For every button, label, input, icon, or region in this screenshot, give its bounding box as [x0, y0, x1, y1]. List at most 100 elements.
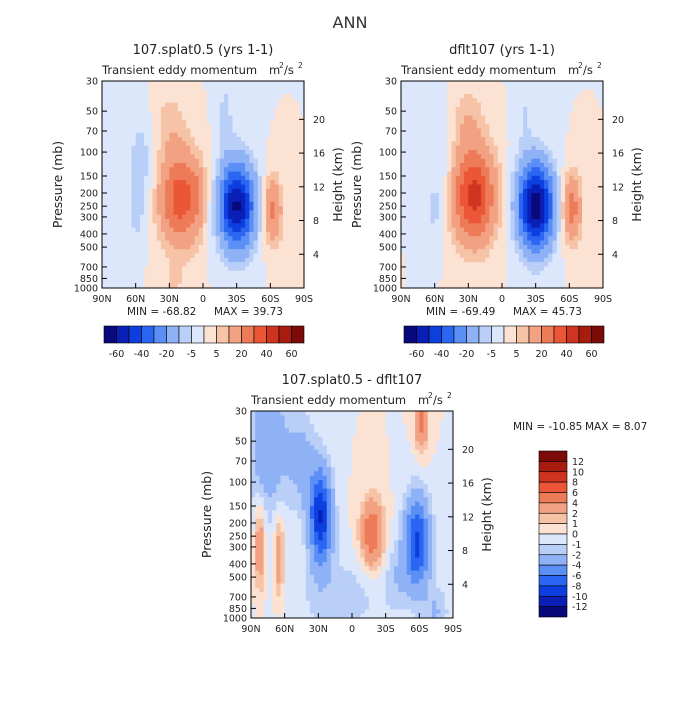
heatmap-cell — [131, 146, 136, 151]
heatmap-cell — [207, 254, 212, 259]
heatmap-cell — [224, 189, 229, 194]
heatmap-cell — [502, 275, 507, 280]
colorbar-swatch — [179, 326, 192, 343]
colorbar-swatch — [492, 326, 505, 343]
heatmap-cell — [216, 215, 221, 220]
heatmap-cell — [241, 98, 246, 103]
heatmap-cell — [409, 206, 414, 211]
heatmap-cell — [296, 146, 301, 151]
heatmap-cell — [498, 219, 503, 224]
heatmap-cell — [414, 98, 419, 103]
heatmap-cell — [409, 124, 414, 129]
heatmap-cell — [153, 154, 158, 159]
heatmap-cell — [123, 103, 128, 108]
heatmap-cell — [110, 197, 115, 202]
heatmap-cell — [275, 258, 280, 263]
heatmap-cell — [211, 85, 216, 90]
heatmap-cell — [401, 159, 406, 164]
heatmap-cell — [220, 193, 225, 198]
heatmap-cell — [553, 124, 558, 129]
heatmap-cell — [291, 141, 296, 146]
heatmap-cell — [519, 150, 524, 155]
heatmap-cell — [262, 245, 267, 250]
heatmap-cell — [390, 415, 395, 420]
heatmap-cell — [405, 223, 410, 228]
heatmap-cell — [291, 163, 296, 168]
heatmap-cell — [279, 258, 284, 263]
heatmap-cell — [245, 236, 250, 241]
heatmap-cell — [443, 206, 448, 211]
heatmap-cell — [115, 215, 120, 220]
heatmap-cell — [203, 146, 208, 151]
heatmap-cell — [211, 90, 216, 95]
heatmap-cell — [195, 167, 200, 172]
heatmap-cell — [435, 111, 440, 116]
heatmap-cell — [157, 206, 162, 211]
heatmap-cell — [186, 219, 191, 224]
heatmap-cell — [148, 154, 153, 159]
heatmap-cell — [443, 81, 448, 86]
heatmap-cell — [464, 215, 469, 220]
heatmap-cell — [211, 167, 216, 172]
heatmap-cell — [102, 103, 107, 108]
heatmap-cell — [211, 172, 216, 177]
heatmap-cell — [443, 128, 448, 133]
heatmap-cell — [405, 120, 410, 125]
heatmap-cell — [262, 185, 267, 190]
heatmap-cell — [561, 202, 566, 207]
heatmap-cell — [561, 258, 566, 263]
heatmap-cell — [409, 167, 414, 172]
heatmap-cell — [283, 103, 288, 108]
heatmap-cell — [502, 133, 507, 138]
heatmap-cell — [536, 193, 541, 198]
heatmap-cell — [266, 254, 271, 259]
heatmap-cell — [586, 185, 591, 190]
heatmap-cell — [216, 232, 221, 237]
heatmap-cell — [414, 202, 419, 207]
heatmap-cell — [418, 236, 423, 241]
heatmap-cell — [489, 111, 494, 116]
heatmap-cell — [456, 167, 461, 172]
heatmap-cell — [287, 202, 292, 207]
heatmap-cell — [182, 219, 187, 224]
heatmap-cell — [456, 141, 461, 146]
heatmap-cell — [464, 116, 469, 121]
heatmap-cell — [464, 137, 469, 142]
heatmap-cell — [473, 154, 478, 159]
heatmap-cell — [323, 411, 328, 416]
heatmap-cell — [401, 228, 406, 233]
heatmap-cell — [258, 154, 263, 159]
heatmap-cell — [494, 150, 499, 155]
heatmap-cell — [582, 94, 587, 99]
heatmap-cell — [544, 254, 549, 259]
heatmap-cell — [456, 210, 461, 215]
heatmap-cell — [190, 180, 195, 185]
heatmap-cell — [249, 111, 254, 116]
heatmap-cell — [401, 116, 406, 121]
heatmap-cell — [460, 219, 465, 224]
heatmap-cell — [468, 279, 473, 284]
heatmap-cell — [123, 258, 128, 263]
heatmap-cell — [216, 116, 221, 121]
heatmap-cell — [291, 279, 296, 284]
heatmap-cell — [190, 236, 195, 241]
heatmap-cell — [186, 197, 191, 202]
colorbar-swatch — [454, 326, 467, 343]
heatmap-cell — [291, 249, 296, 254]
heatmap-cell — [110, 232, 115, 237]
heatmap-cell — [283, 193, 288, 198]
heatmap-cell — [268, 411, 273, 416]
heatmap-cell — [527, 223, 532, 228]
y-tick-label: 50 — [385, 107, 397, 118]
heatmap-cell — [574, 133, 579, 138]
heatmap-cell — [266, 120, 271, 125]
heatmap-cell — [279, 107, 284, 112]
heatmap-cell — [456, 107, 461, 112]
heatmap-cell — [119, 107, 124, 112]
colorbar-swatch — [204, 326, 217, 343]
heatmap-cell — [275, 271, 280, 276]
heatmap-cell — [237, 167, 242, 172]
heatmap-cell — [275, 223, 280, 228]
heatmap-cell — [220, 124, 225, 129]
